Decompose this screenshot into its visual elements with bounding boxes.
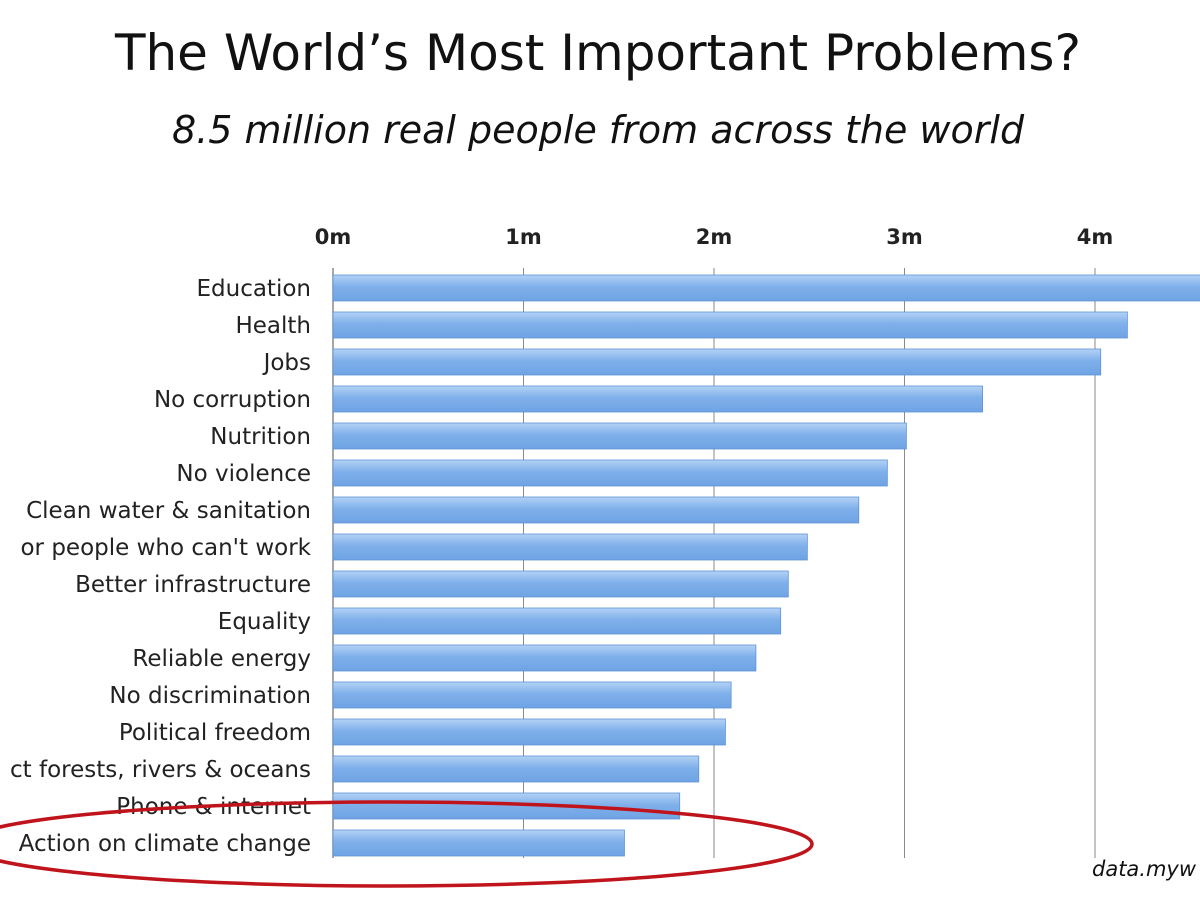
highlight-ellipse — [0, 800, 814, 888]
bar — [332, 311, 1128, 339]
bar — [332, 422, 907, 450]
category-label: or people who can't work — [20, 535, 311, 561]
chart-title: The World’s Most Important Problems? — [114, 24, 1081, 82]
category-label: No violence — [176, 461, 311, 487]
category-labels: Education Health Jobs No corruption Nutritio… — [10, 276, 312, 857]
bar — [332, 496, 860, 524]
bars — [332, 274, 1200, 857]
category-label: Education — [196, 276, 311, 302]
category-label: Better infrastructure — [75, 572, 311, 598]
bar — [332, 718, 726, 746]
bar — [332, 607, 782, 635]
bar — [332, 348, 1102, 376]
axis-tick-labels: 0m 1m 2m 3m 4m — [315, 225, 1114, 249]
chart-subtitle: 8.5 million real people from across the … — [172, 108, 1025, 152]
category-label: ct forests, rivers & oceans — [10, 757, 311, 783]
category-label: Reliable energy — [132, 646, 311, 672]
category-label: No corruption — [154, 387, 311, 413]
category-label: Political freedom — [119, 720, 311, 746]
bar — [332, 681, 732, 709]
x-tick-label: 2m — [696, 225, 733, 249]
bar — [332, 792, 681, 820]
x-tick-label: 1m — [505, 225, 542, 249]
category-label: Clean water & sanitation — [26, 498, 311, 524]
bar — [332, 755, 700, 783]
source-note: data.myw — [1092, 857, 1197, 881]
bar — [332, 385, 984, 413]
x-tick-label: 4m — [1077, 225, 1114, 249]
bar — [332, 533, 808, 561]
category-label: Action on climate change — [19, 831, 311, 857]
category-label: Nutrition — [210, 424, 311, 450]
bar — [332, 459, 888, 487]
x-tick-label: 3m — [886, 225, 923, 249]
category-label: Equality — [218, 609, 311, 635]
highlight-annotation — [0, 800, 814, 888]
category-label: Health — [235, 313, 311, 339]
bar — [332, 644, 757, 672]
bar — [332, 570, 789, 598]
bar — [332, 274, 1200, 302]
x-tick-label: 0m — [315, 225, 352, 249]
category-label: No discrimination — [109, 683, 311, 709]
bar — [332, 829, 625, 857]
category-label: Jobs — [262, 350, 311, 376]
